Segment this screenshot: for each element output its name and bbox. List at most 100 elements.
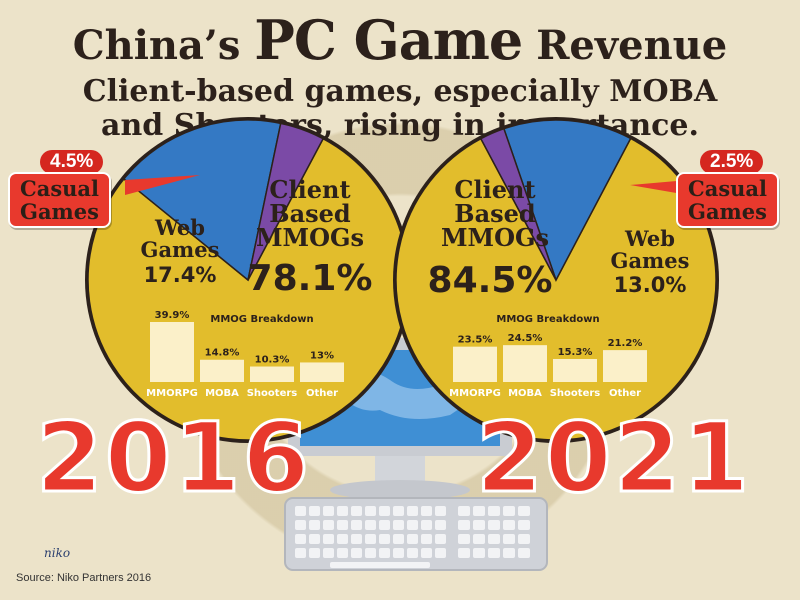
pie-2021-web-value: 13.0%	[614, 273, 687, 297]
breakdown-2021-bar-moba	[503, 345, 547, 382]
callout-2021-line2: Games	[688, 199, 767, 224]
breakdown-2021-value-label: 23.5%	[458, 335, 493, 346]
keyboard-keys	[295, 506, 530, 568]
title-suffix: Revenue	[522, 22, 728, 69]
callout-2021-line1: Casual	[688, 176, 767, 201]
pie-2016-slice-casual-games	[247, 122, 325, 281]
breakdown-2021-category-label: MMORPG	[449, 388, 501, 399]
breakdown-2016-title: MMOG Breakdown	[210, 314, 313, 325]
keyboard-key	[337, 506, 348, 516]
keyboard-key	[295, 534, 306, 544]
keyboard-key	[337, 548, 348, 558]
keyboard-key	[518, 548, 530, 558]
callout-2016-line1: Casual	[20, 176, 99, 201]
keyboard-key	[421, 506, 432, 516]
keyboard-key	[295, 506, 306, 516]
keyboard-key	[503, 506, 515, 516]
breakdown-2021-bars: 23.5% MMORPG 24.5% MOBA 15.3% Shooters 21.2% Ot…	[449, 333, 647, 399]
keyboard-key	[435, 548, 446, 558]
keyboard-key	[458, 506, 470, 516]
keyboard-key	[435, 506, 446, 516]
keyboard-key	[379, 534, 390, 544]
source-note: Source: Niko Partners 2016	[16, 572, 152, 584]
keyboard-key	[365, 548, 376, 558]
keyboard-key	[379, 548, 390, 558]
keyboard-key	[393, 520, 404, 530]
keyboard-key	[309, 506, 320, 516]
callout-2016-label: Casual Games	[8, 172, 111, 228]
breakdown-2016-value-label: 14.8%	[205, 348, 240, 359]
breakdown-2016-bar-shooters	[250, 366, 294, 382]
subtitle-line-1: Client-based games, especially MOBA	[82, 74, 718, 109]
breakdown-2016-value-label: 13%	[310, 350, 334, 361]
keyboard-key	[458, 548, 470, 558]
pie-2021-client-value: 84.5%	[428, 260, 553, 301]
breakdown-2016-category-label: Shooters	[247, 388, 298, 399]
keyboard-key	[295, 548, 306, 558]
pie-2021-client-line1: Client	[454, 175, 535, 204]
keyboard-key	[503, 548, 515, 558]
keyboard-key	[365, 534, 376, 544]
keyboard-key	[351, 506, 362, 516]
keyboard-key	[337, 520, 348, 530]
keyboard-key	[518, 520, 530, 530]
niko-logo: niko	[44, 546, 71, 560]
pie-2016-client-line2: Based	[269, 199, 351, 228]
keyboard-key	[435, 520, 446, 530]
keyboard-key	[407, 548, 418, 558]
keyboard-key	[518, 534, 530, 544]
pie-2016-web-value: 17.4%	[144, 263, 217, 287]
breakdown-2021-value-label: 15.3%	[558, 347, 593, 358]
keyboard-key	[309, 520, 320, 530]
keyboard-key	[393, 506, 404, 516]
title-prefix: China’s	[72, 22, 255, 69]
breakdown-2016-bar-moba	[200, 359, 244, 382]
keyboard-key	[379, 520, 390, 530]
year-2021: 2021	[474, 401, 752, 516]
breakdown-2021-bar-mmorpg	[453, 346, 497, 382]
breakdown-2021-title: MMOG Breakdown	[496, 314, 599, 325]
keyboard-key	[351, 520, 362, 530]
pie-2021-client-line2: Based	[454, 199, 536, 228]
breakdown-2016-bar-mmorpg	[150, 322, 194, 382]
keyboard-key	[488, 548, 500, 558]
keyboard-key	[407, 506, 418, 516]
keyboard-key	[295, 520, 306, 530]
pie-2021-slice-casual-games	[479, 127, 557, 281]
keyboard-key	[473, 520, 485, 530]
keyboard-spacebar	[330, 562, 430, 568]
pie-2016-web-line2: Games	[141, 237, 220, 262]
keyboard-key	[407, 534, 418, 544]
keyboard-key	[323, 534, 334, 544]
breakdown-2016-category-label: MOBA	[205, 388, 239, 399]
pie-2016-client-value: 78.1%	[248, 258, 373, 299]
keyboard-key	[393, 548, 404, 558]
callout-2021-label: Casual Games	[676, 172, 779, 228]
keyboard-key	[518, 506, 530, 516]
keyboard-key	[421, 548, 432, 558]
callout-2016-pointer	[125, 175, 200, 195]
keyboard-key	[323, 548, 334, 558]
pie-2021-slice-web-games	[502, 119, 632, 282]
breakdown-2021-bar-shooters	[553, 358, 597, 382]
keyboard-key	[435, 534, 446, 544]
keyboard-key	[337, 534, 348, 544]
breakdown-2016-value-label: 39.9%	[155, 310, 190, 321]
keyboard-key	[323, 506, 334, 516]
breakdown-2021-bar-other	[603, 350, 647, 382]
keyboard-key	[407, 520, 418, 530]
keyboard-key	[421, 534, 432, 544]
keyboard-key	[503, 520, 515, 530]
pie-2016-web-line1: Web	[154, 215, 205, 240]
keyboard-key	[365, 520, 376, 530]
year-2016: 2016	[34, 401, 312, 516]
breakdown-2021-value-label: 21.2%	[608, 338, 643, 349]
keyboard-key	[503, 534, 515, 544]
page-title: China’s PC Game Revenue	[0, 8, 800, 72]
keyboard-key	[309, 534, 320, 544]
breakdown-2016-category-label: MMORPG	[146, 388, 198, 399]
monitor-base	[330, 480, 470, 500]
keyboard-key	[488, 534, 500, 544]
keyboard-key	[323, 520, 334, 530]
